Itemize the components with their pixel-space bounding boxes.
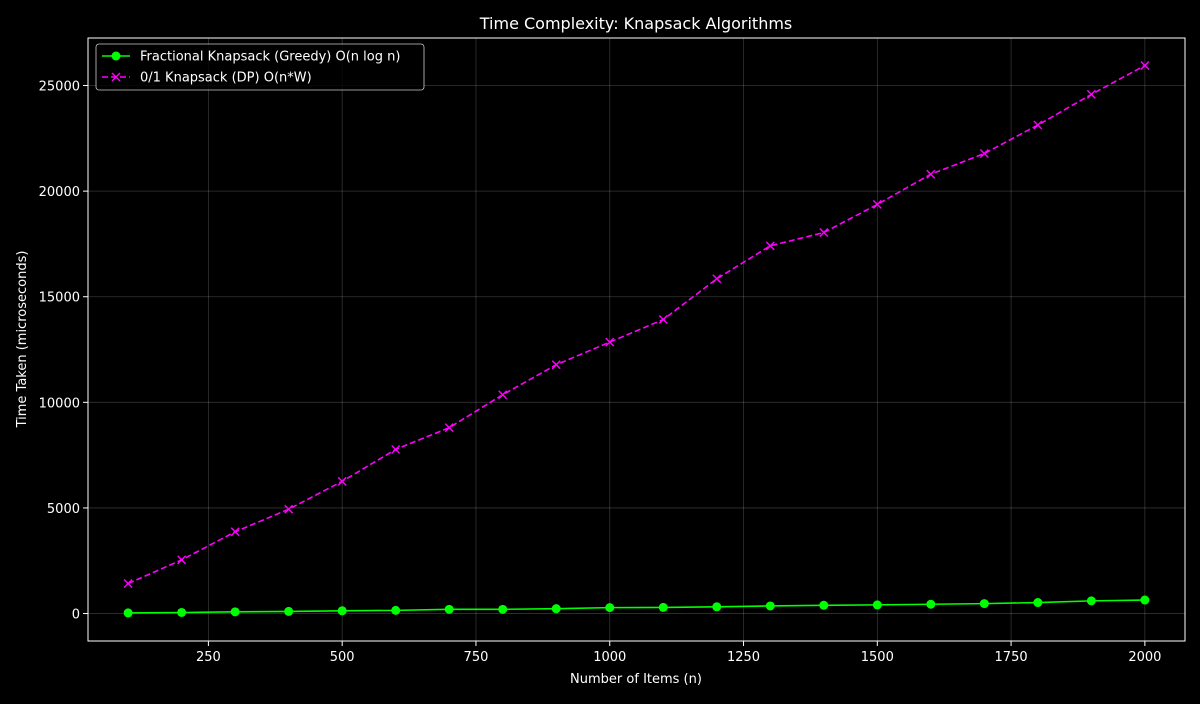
data-point bbox=[337, 476, 347, 486]
x-tick-label: 750 bbox=[464, 650, 489, 665]
legend: Fractional Knapsack (Greedy) O(n log n) 0… bbox=[95, 43, 425, 91]
data-point bbox=[284, 504, 294, 514]
chart-title: Time Complexity: Knapsack Algorithms bbox=[479, 14, 793, 33]
grid bbox=[88, 38, 1185, 641]
series-2 bbox=[123, 60, 1150, 589]
data-point bbox=[230, 607, 240, 617]
series-line bbox=[128, 599, 1145, 614]
x-tick-label: 1000 bbox=[593, 650, 626, 665]
x-tick-label: 1250 bbox=[727, 650, 760, 665]
data-point bbox=[1140, 595, 1150, 605]
data-point bbox=[498, 604, 508, 614]
data-point bbox=[551, 604, 561, 614]
data-point bbox=[872, 600, 882, 610]
legend-marker bbox=[111, 51, 121, 61]
series-line bbox=[127, 64, 1146, 585]
data-point bbox=[765, 241, 775, 251]
data-point bbox=[712, 602, 722, 612]
data-point bbox=[444, 423, 454, 433]
legend-marker bbox=[111, 72, 121, 82]
data-point bbox=[1086, 596, 1096, 606]
data-point bbox=[658, 315, 668, 325]
data-point bbox=[123, 608, 133, 618]
y-axis-label: Time Taken (microseconds) bbox=[15, 251, 30, 429]
x-tick-label: 1750 bbox=[995, 650, 1028, 665]
data-point bbox=[605, 337, 615, 347]
y-tick-label: 15000 bbox=[39, 291, 80, 306]
data-point bbox=[658, 602, 668, 612]
y-tick-label: 20000 bbox=[39, 185, 80, 200]
legend-item: 0/1 Knapsack (DP) O(n*W) bbox=[102, 71, 312, 86]
x-tick-label: 500 bbox=[330, 650, 355, 665]
data-point bbox=[177, 607, 187, 617]
data-point bbox=[498, 390, 508, 400]
data-point bbox=[123, 579, 133, 589]
data-point bbox=[979, 149, 989, 159]
data-point bbox=[1140, 60, 1150, 70]
axes: 250 500 750 1000 1250 1500 1750 200005000100001… bbox=[39, 37, 1186, 665]
y-tick-label: 5000 bbox=[47, 502, 80, 517]
data-point bbox=[765, 601, 775, 611]
data-point bbox=[551, 360, 561, 370]
y-tick-label: 25000 bbox=[39, 80, 80, 95]
x-axis-label: Number of Items (n) bbox=[570, 672, 702, 687]
data-point bbox=[177, 555, 187, 565]
data-point bbox=[979, 599, 989, 609]
y-tick-label: 10000 bbox=[39, 396, 80, 411]
series-1 bbox=[123, 595, 1150, 618]
data-point bbox=[337, 606, 347, 616]
data-point bbox=[284, 606, 294, 616]
legend-box bbox=[95, 43, 425, 91]
data-point bbox=[819, 228, 829, 238]
legend-label: Fractional Knapsack (Greedy) O(n log n) bbox=[140, 50, 400, 65]
data-point bbox=[926, 169, 936, 179]
legend-item: Fractional Knapsack (Greedy) O(n log n) bbox=[102, 50, 400, 65]
data-point bbox=[230, 527, 240, 537]
legend-label: 0/1 Knapsack (DP) O(n*W) bbox=[140, 71, 312, 86]
data-point bbox=[605, 603, 615, 613]
data-point bbox=[444, 604, 454, 614]
data-point bbox=[712, 274, 722, 284]
data-point bbox=[391, 605, 401, 615]
data-point bbox=[926, 599, 936, 609]
data-point bbox=[872, 199, 882, 209]
plot-area bbox=[123, 60, 1150, 618]
data-point bbox=[819, 600, 829, 610]
data-point bbox=[391, 444, 401, 454]
data-point bbox=[1033, 598, 1043, 608]
x-tick-label: 250 bbox=[196, 650, 221, 665]
data-point bbox=[1033, 120, 1043, 130]
axes-frame bbox=[87, 37, 1186, 642]
x-tick-label: 2000 bbox=[1128, 650, 1161, 665]
y-tick-label: 0 bbox=[72, 608, 80, 623]
data-point bbox=[1086, 89, 1096, 99]
x-tick-label: 1500 bbox=[861, 650, 894, 665]
